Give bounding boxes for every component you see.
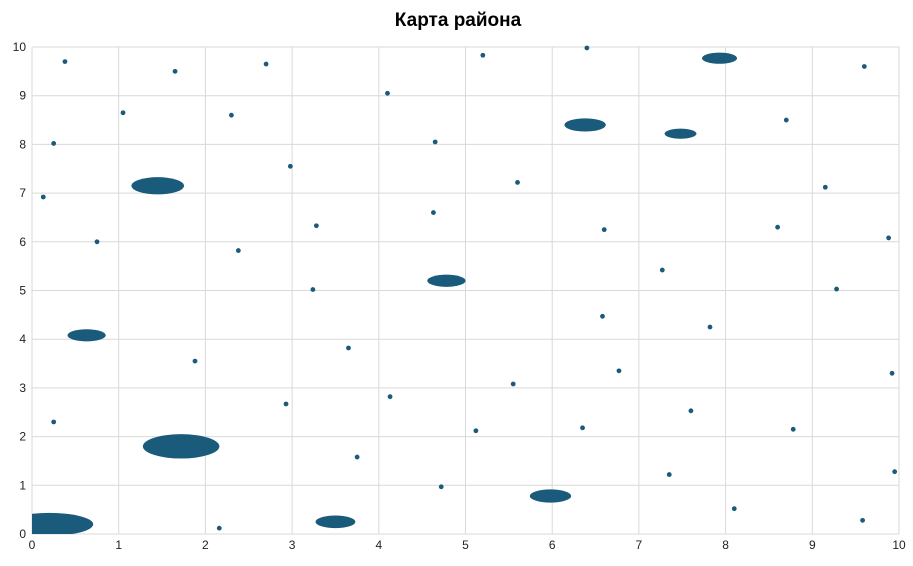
data-point bbox=[861, 64, 867, 69]
cluster-point bbox=[664, 128, 697, 139]
data-point bbox=[120, 110, 126, 116]
x-tick-label: 7 bbox=[636, 538, 643, 552]
cluster-point bbox=[131, 177, 185, 195]
x-tick-label: 4 bbox=[375, 538, 382, 552]
y-tick-label: 10 bbox=[13, 40, 27, 54]
data-point bbox=[480, 52, 486, 58]
data-point bbox=[688, 408, 694, 414]
data-point bbox=[432, 139, 438, 145]
data-point bbox=[172, 68, 178, 74]
data-point bbox=[192, 358, 198, 364]
y-tick-label: 5 bbox=[19, 284, 26, 298]
y-tick-label: 1 bbox=[19, 478, 26, 492]
data-point bbox=[229, 112, 234, 118]
grid-lines bbox=[31, 46, 900, 535]
data-point bbox=[666, 472, 672, 477]
data-point bbox=[310, 287, 316, 292]
x-tick-label: 8 bbox=[722, 538, 729, 552]
data-point bbox=[287, 163, 293, 169]
x-tick-label: 9 bbox=[809, 538, 816, 552]
data-point bbox=[346, 345, 351, 351]
data-point bbox=[775, 224, 781, 230]
data-point bbox=[860, 517, 865, 523]
data-point bbox=[515, 179, 520, 185]
data-point bbox=[600, 313, 605, 319]
data-point bbox=[283, 401, 289, 407]
data-point bbox=[822, 184, 828, 190]
data-point bbox=[235, 248, 241, 253]
data-point bbox=[790, 426, 796, 432]
data-point bbox=[783, 117, 789, 123]
y-tick-label: 7 bbox=[19, 186, 26, 200]
data-point bbox=[510, 381, 516, 387]
data-point bbox=[62, 59, 68, 65]
data-point bbox=[892, 469, 898, 475]
x-tick-label: 2 bbox=[202, 538, 209, 552]
data-point bbox=[707, 324, 713, 330]
data-point bbox=[40, 194, 46, 200]
y-tick-label: 9 bbox=[19, 89, 26, 103]
data-point bbox=[263, 61, 269, 67]
data-point bbox=[431, 210, 436, 215]
cluster-point bbox=[529, 489, 572, 503]
x-tick-label: 6 bbox=[549, 538, 556, 552]
data-point bbox=[473, 428, 479, 434]
y-tick-label: 0 bbox=[19, 527, 26, 541]
data-point bbox=[94, 239, 100, 245]
x-tick-label: 3 bbox=[289, 538, 296, 552]
data-point bbox=[731, 506, 737, 512]
y-tick-label: 3 bbox=[19, 381, 26, 395]
data-point bbox=[889, 370, 895, 376]
data-point bbox=[51, 419, 57, 425]
data-point bbox=[886, 235, 891, 241]
data-point bbox=[601, 227, 607, 233]
data-point bbox=[216, 525, 222, 531]
axis-ticks: 0 1 2 3 4 5 6 7 8 9 10 0 1 2 3 4 5 6 7 8 9 10 bbox=[13, 40, 906, 552]
data-point bbox=[659, 267, 665, 273]
data-point bbox=[616, 368, 622, 374]
data-point bbox=[580, 425, 585, 431]
data-point bbox=[385, 90, 390, 96]
cluster-point bbox=[427, 274, 466, 287]
data-point bbox=[313, 223, 319, 229]
data-point bbox=[834, 286, 839, 292]
data-point bbox=[354, 454, 360, 460]
cluster-point bbox=[32, 512, 94, 534]
y-tick-label: 6 bbox=[19, 235, 26, 249]
y-tick-label: 2 bbox=[19, 430, 26, 444]
data-point bbox=[584, 45, 590, 51]
y-tick-label: 8 bbox=[19, 137, 26, 151]
y-tick-label: 4 bbox=[19, 332, 26, 346]
cluster-point bbox=[701, 52, 738, 64]
data-point bbox=[387, 394, 393, 400]
data-points bbox=[32, 45, 898, 534]
data-point bbox=[438, 484, 444, 490]
x-tick-label: 10 bbox=[892, 538, 906, 552]
x-tick-label: 0 bbox=[29, 538, 36, 552]
chart-title: Карта района bbox=[395, 10, 522, 31]
x-tick-label: 5 bbox=[462, 538, 469, 552]
cluster-point bbox=[315, 515, 356, 529]
cluster-point bbox=[564, 118, 606, 132]
data-point bbox=[51, 141, 57, 146]
cluster-point bbox=[67, 329, 106, 342]
cluster-point bbox=[142, 434, 220, 459]
x-tick-label: 1 bbox=[115, 538, 122, 552]
